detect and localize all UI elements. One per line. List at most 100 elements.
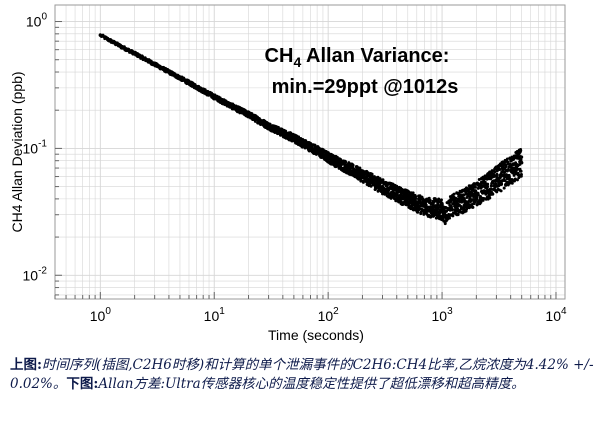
data-point bbox=[499, 189, 503, 193]
data-point bbox=[366, 171, 370, 175]
data-point bbox=[451, 214, 455, 218]
data-point bbox=[411, 191, 415, 195]
data-point bbox=[429, 206, 433, 210]
data-point bbox=[360, 173, 365, 178]
x-tick-label-base: 10 bbox=[431, 308, 447, 324]
data-point bbox=[473, 200, 477, 204]
data-point bbox=[437, 197, 441, 201]
data-point bbox=[495, 172, 499, 176]
y-tick-label: 100 bbox=[26, 12, 48, 30]
data-point bbox=[476, 186, 480, 190]
caption-bottom-text: Allan方差:Ultra传感器核心的温度稳定性提供了超低漂移和超高精度。 bbox=[98, 376, 525, 392]
x-tick-label: 101 bbox=[204, 306, 226, 324]
data-point bbox=[502, 173, 506, 177]
data-point bbox=[284, 129, 288, 133]
x-tick-label: 100 bbox=[90, 306, 112, 324]
data-point bbox=[500, 182, 504, 186]
data-point bbox=[450, 208, 454, 212]
data-point bbox=[498, 167, 502, 171]
x-tick-label-base: 10 bbox=[318, 308, 334, 324]
data-point bbox=[448, 216, 452, 220]
data-point bbox=[346, 166, 350, 170]
data-point bbox=[414, 195, 418, 199]
annotation-line-1-subscript: 4 bbox=[293, 54, 301, 70]
y-tick-label-exponent: 0 bbox=[41, 12, 47, 23]
data-point bbox=[474, 191, 479, 196]
caption-top-text: 时间序列(插图,C2H6时移)和计算的单个泄漏事件的C2H6:CH4比率,乙烷浓… bbox=[10, 357, 594, 392]
annotation-line-2: min.=29ppt @1012s bbox=[272, 76, 459, 98]
plot-frame bbox=[54, 4, 566, 300]
data-point bbox=[462, 193, 466, 197]
x-axis-label: Time (seconds) bbox=[268, 327, 364, 343]
data-point bbox=[152, 62, 157, 67]
x-tick-label: 102 bbox=[318, 306, 340, 324]
data-point bbox=[449, 204, 453, 208]
y-tick-label-exponent: -1 bbox=[38, 138, 47, 149]
data-point bbox=[510, 181, 514, 185]
data-point bbox=[504, 164, 508, 168]
data-point bbox=[416, 210, 420, 214]
data-point bbox=[369, 184, 373, 188]
y-tick-label: 10-2 bbox=[23, 265, 48, 283]
data-point bbox=[449, 199, 453, 203]
x-tick-label-exponent: 1 bbox=[219, 306, 225, 317]
data-point bbox=[456, 213, 460, 217]
data-point bbox=[440, 207, 444, 212]
annotation-line-1: CH4 Allan Variance: bbox=[265, 45, 450, 70]
x-tick-label: 104 bbox=[545, 306, 567, 324]
data-point bbox=[118, 44, 123, 48]
figure-caption: 上图:时间序列(插图,C2H6时移)和计算的单个泄漏事件的C2H6:CH4比率,… bbox=[10, 356, 602, 394]
data-point bbox=[297, 135, 301, 139]
data-point bbox=[440, 214, 445, 219]
data-point bbox=[443, 222, 447, 226]
caption-bottom-label: 下图: bbox=[66, 376, 99, 392]
data-point bbox=[482, 196, 486, 200]
data-point bbox=[520, 155, 524, 159]
y-axis-label: CH4 Allan Deviation (ppb) bbox=[9, 71, 25, 232]
data-point bbox=[422, 204, 427, 208]
x-tick-label-exponent: 4 bbox=[561, 306, 567, 317]
data-point bbox=[344, 160, 348, 164]
data-point bbox=[440, 203, 444, 207]
data-point bbox=[514, 164, 519, 169]
data-point bbox=[485, 184, 490, 189]
annotation-line-1-suffix: Allan Variance: bbox=[301, 45, 449, 67]
data-point bbox=[406, 197, 410, 201]
data-point bbox=[493, 170, 497, 174]
data-point bbox=[370, 172, 374, 176]
data-point bbox=[491, 192, 495, 196]
data-point bbox=[380, 184, 385, 189]
data-point bbox=[212, 95, 216, 99]
data-point bbox=[378, 177, 382, 181]
data-point bbox=[515, 178, 519, 182]
data-point bbox=[460, 200, 464, 204]
data-point bbox=[315, 148, 319, 153]
data-point bbox=[471, 205, 475, 209]
data-point bbox=[508, 168, 513, 173]
data-point bbox=[439, 198, 443, 202]
data-point bbox=[232, 105, 237, 110]
y-tick-label-base: 10 bbox=[23, 267, 39, 283]
x-tick-label-base: 10 bbox=[90, 308, 106, 324]
data-point bbox=[98, 33, 103, 37]
data-point bbox=[488, 196, 492, 200]
data-point bbox=[415, 201, 419, 205]
data-point bbox=[512, 173, 516, 177]
data-point bbox=[519, 169, 523, 173]
data-point bbox=[495, 190, 499, 194]
data-point bbox=[387, 188, 391, 192]
annotation-line-1-prefix: CH bbox=[265, 45, 294, 67]
data-point bbox=[502, 186, 506, 190]
data-point bbox=[479, 195, 483, 199]
data-point bbox=[266, 124, 271, 128]
y-tick-label: 10-1 bbox=[23, 138, 48, 156]
data-point bbox=[452, 192, 456, 196]
data-point bbox=[516, 167, 520, 171]
y-tick-label-base: 10 bbox=[26, 14, 42, 30]
data-points bbox=[98, 33, 524, 226]
y-tick-label-exponent: -2 bbox=[38, 265, 47, 276]
data-point bbox=[351, 163, 355, 167]
x-tick-label-exponent: 2 bbox=[333, 306, 339, 317]
data-point bbox=[395, 185, 399, 189]
